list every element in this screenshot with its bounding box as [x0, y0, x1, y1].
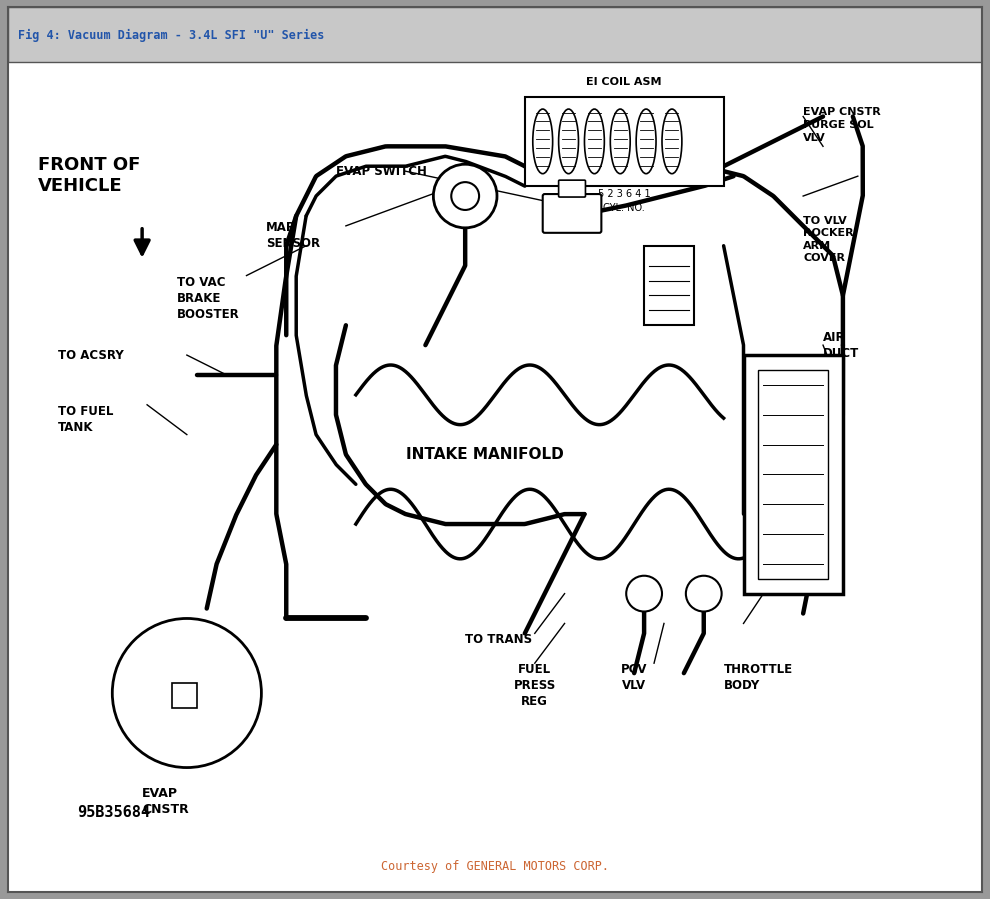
Ellipse shape: [558, 109, 578, 174]
FancyBboxPatch shape: [558, 180, 585, 197]
Text: AIR
DUCT: AIR DUCT: [823, 331, 859, 360]
Text: 95B35684: 95B35684: [77, 805, 150, 820]
Ellipse shape: [662, 109, 682, 174]
Text: EVAP SWITCH: EVAP SWITCH: [336, 165, 427, 178]
Text: TO FUEL
TANK: TO FUEL TANK: [57, 405, 113, 434]
Circle shape: [434, 165, 497, 227]
Text: Fig 4: Vacuum Diagram - 3.4L SFI "U" Series: Fig 4: Vacuum Diagram - 3.4L SFI "U" Ser…: [18, 29, 325, 41]
Ellipse shape: [610, 109, 631, 174]
FancyBboxPatch shape: [8, 7, 982, 62]
Circle shape: [627, 575, 662, 611]
Text: EI COIL ASM: EI COIL ASM: [586, 76, 662, 86]
FancyBboxPatch shape: [172, 683, 197, 708]
Text: FRONT OF
VEHICLE: FRONT OF VEHICLE: [38, 156, 141, 195]
Text: THROTTLE
BODY: THROTTLE BODY: [724, 663, 793, 692]
Ellipse shape: [533, 109, 552, 174]
Text: INTAKE MANIFOLD: INTAKE MANIFOLD: [406, 447, 564, 462]
FancyBboxPatch shape: [543, 194, 601, 233]
Circle shape: [112, 619, 261, 768]
FancyBboxPatch shape: [525, 97, 724, 186]
Text: EVAP CNSTR
PURGE SOL
VLV: EVAP CNSTR PURGE SOL VLV: [803, 107, 881, 143]
Text: FUEL
PRESS
REG: FUEL PRESS REG: [514, 663, 556, 708]
Text: 5 2 3 6 4 1: 5 2 3 6 4 1: [598, 189, 650, 199]
Ellipse shape: [637, 109, 656, 174]
Text: TO VAC
BRAKE
BOOSTER: TO VAC BRAKE BOOSTER: [177, 276, 240, 321]
Circle shape: [451, 182, 479, 210]
FancyBboxPatch shape: [758, 370, 828, 579]
Text: PCV
VLV: PCV VLV: [621, 663, 647, 692]
Text: TO VLV
ROCKER
ARM
COVER: TO VLV ROCKER ARM COVER: [803, 216, 853, 263]
Ellipse shape: [584, 109, 604, 174]
Circle shape: [686, 575, 722, 611]
FancyBboxPatch shape: [644, 245, 694, 325]
Text: TO ACSRY: TO ACSRY: [57, 349, 124, 361]
Text: Courtesy of GENERAL MOTORS CORP.: Courtesy of GENERAL MOTORS CORP.: [381, 860, 609, 874]
FancyBboxPatch shape: [743, 355, 842, 593]
Text: MAP
SENSOR: MAP SENSOR: [266, 221, 321, 250]
Text: EVAP
CNSTR: EVAP CNSTR: [143, 788, 189, 816]
Text: CYL. NO.: CYL. NO.: [603, 203, 645, 213]
Text: TO TRANS: TO TRANS: [465, 634, 533, 646]
